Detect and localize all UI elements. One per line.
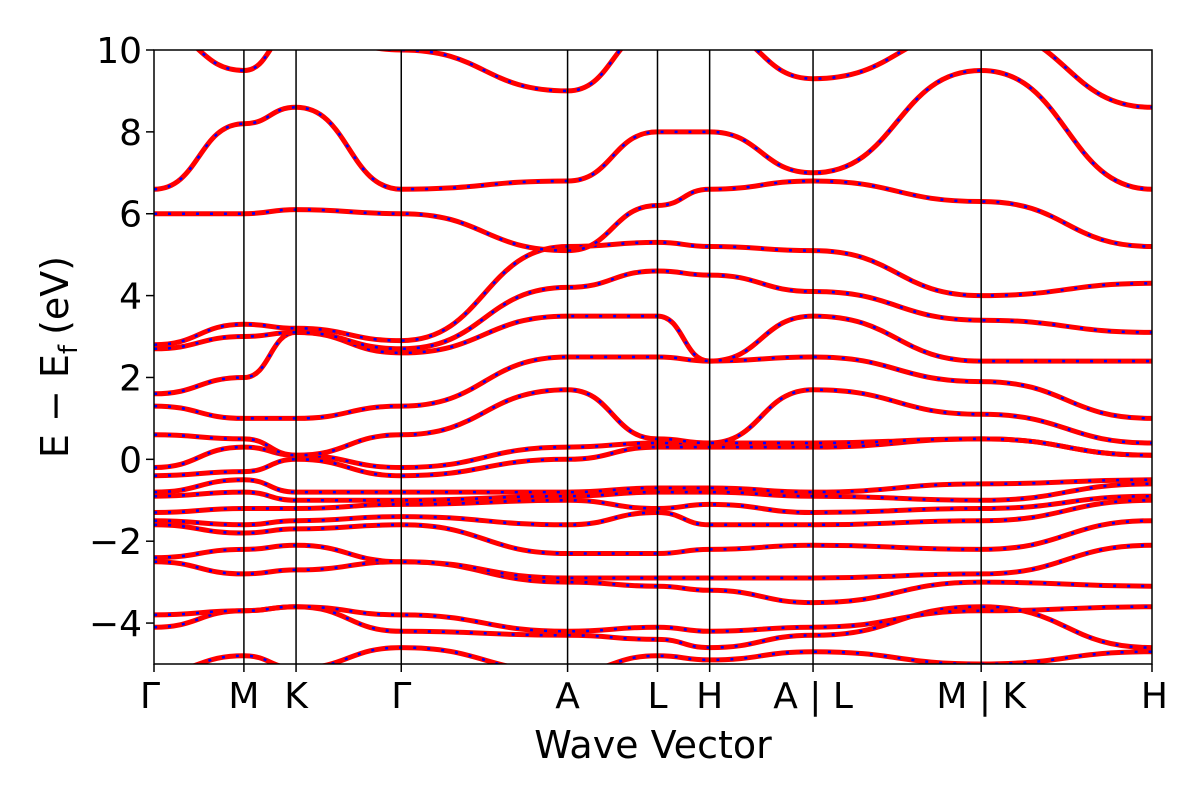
- band-line-6: [154, 497, 1152, 528]
- plot-frame: [153, 49, 1153, 665]
- x-tick-label-7: A | L: [773, 676, 853, 717]
- x-tick-label-8: M | K: [936, 676, 1027, 717]
- band-line-12: [154, 387, 1152, 458]
- y-axis-ticks: −4 −2 0 2 4 6 8 10: [89, 31, 154, 645]
- band-overlay-3: [154, 560, 1152, 604]
- band-overlay-11: [154, 437, 1152, 469]
- band-overlay-18: [154, 69, 1152, 191]
- band-overlay-4: [154, 544, 1152, 580]
- band-line-5: [154, 518, 1152, 557]
- y-axis-title-main: E − E: [33, 354, 77, 458]
- y-tick-label-0: −4: [89, 604, 142, 645]
- band-line-18: [154, 67, 1152, 192]
- band-overlay-15: [154, 269, 1152, 351]
- x-axis-title: Wave Vector: [534, 723, 772, 767]
- y-axis-title: E − Ef (eV): [33, 256, 84, 458]
- band-overlay-0: [195, 646, 1152, 664]
- x-tick-label-9: H: [1141, 676, 1168, 717]
- band-line-16: [154, 239, 1152, 348]
- band-line-2: [154, 604, 1152, 634]
- x-tick-label-4: A: [555, 676, 580, 717]
- x-tick-label-1: M: [228, 676, 259, 717]
- band-line-0: [191, 645, 1152, 664]
- kpoint-lines: [243, 50, 982, 664]
- band-line-13: [154, 354, 1152, 421]
- y-axis-title-subscript: f: [54, 344, 84, 354]
- band-line-15: [154, 268, 1152, 352]
- y-tick-label-3: 2: [119, 358, 142, 399]
- x-tick-label-3: Γ: [391, 676, 411, 717]
- svg-text:E − Ef(eV): E − Ef (eV): [33, 256, 84, 458]
- band-overlay-19: [197, 50, 1152, 109]
- bands-layer: [154, 50, 1152, 664]
- band-overlay-17: [154, 179, 1152, 252]
- y-tick-label-7: 10: [96, 31, 142, 72]
- band-overlay-14: [154, 314, 1152, 396]
- y-tick-label-4: 4: [119, 277, 142, 318]
- x-tick-label-6: H: [696, 676, 723, 717]
- x-tick-label-2: K: [284, 676, 309, 717]
- y-tick-label-1: −2: [89, 522, 142, 563]
- y-tick-label-5: 6: [119, 195, 142, 236]
- y-axis-title-unit: (eV): [33, 256, 77, 335]
- y-tick-label-6: 8: [119, 113, 142, 154]
- x-tick-label-0: Γ: [140, 676, 160, 717]
- band-line-8: [154, 481, 1152, 503]
- band-line-7: [154, 493, 1152, 516]
- band-overlay-6: [154, 499, 1152, 527]
- band-line-9: [154, 477, 1152, 495]
- band-line-19: [195, 50, 1152, 110]
- y-tick-label-2: 0: [119, 440, 142, 481]
- band-overlay-13: [154, 355, 1152, 420]
- x-tick-label-5: L: [647, 676, 667, 717]
